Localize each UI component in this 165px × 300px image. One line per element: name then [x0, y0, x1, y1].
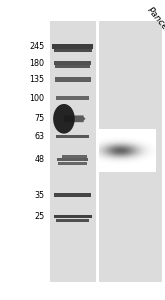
Bar	[54, 61, 91, 65]
Text: 35: 35	[34, 190, 45, 200]
Bar	[54, 49, 92, 52]
Bar	[57, 158, 88, 161]
Text: 48: 48	[34, 155, 45, 164]
Bar	[54, 193, 91, 197]
Bar	[55, 77, 91, 82]
FancyArrow shape	[64, 116, 85, 122]
Text: 75: 75	[34, 114, 45, 123]
Bar	[62, 154, 87, 158]
Text: 180: 180	[30, 58, 45, 68]
Bar	[52, 44, 93, 49]
Bar	[50, 21, 162, 282]
Bar	[56, 219, 89, 221]
Ellipse shape	[53, 104, 75, 134]
Bar	[54, 215, 92, 218]
Text: 25: 25	[34, 212, 45, 221]
Bar	[96, 21, 99, 282]
Bar	[55, 65, 90, 68]
Text: 63: 63	[34, 132, 45, 141]
Bar	[56, 135, 89, 138]
Text: 245: 245	[29, 42, 45, 51]
Text: 135: 135	[29, 75, 45, 84]
Text: Panceras: Panceras	[145, 6, 165, 43]
Bar	[58, 162, 87, 165]
Bar	[56, 96, 89, 100]
Text: 100: 100	[30, 94, 45, 103]
